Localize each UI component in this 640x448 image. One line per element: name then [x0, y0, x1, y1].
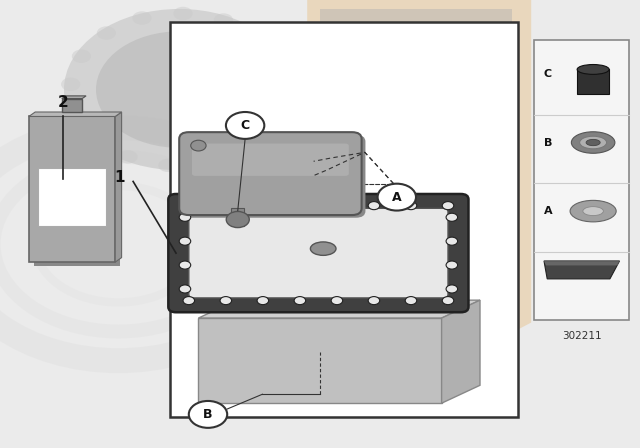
Bar [232, 208, 244, 226]
Bar [534, 40, 629, 320]
Text: B: B [544, 138, 552, 147]
Circle shape [179, 237, 191, 245]
Circle shape [271, 54, 290, 68]
Circle shape [294, 297, 306, 305]
Circle shape [446, 237, 458, 245]
Circle shape [237, 143, 256, 156]
Circle shape [227, 211, 250, 228]
Circle shape [179, 285, 191, 293]
Circle shape [96, 31, 262, 148]
Text: 302211: 302211 [562, 331, 602, 341]
Circle shape [264, 121, 283, 134]
Polygon shape [544, 261, 620, 279]
Polygon shape [544, 261, 620, 265]
Circle shape [72, 49, 91, 63]
Bar [358, 54, 474, 143]
Text: C: C [241, 119, 250, 132]
Polygon shape [442, 300, 480, 403]
Circle shape [442, 202, 454, 210]
FancyBboxPatch shape [189, 208, 448, 298]
Circle shape [331, 297, 342, 305]
Polygon shape [62, 96, 86, 99]
Polygon shape [115, 112, 122, 262]
Circle shape [191, 140, 206, 151]
Circle shape [132, 11, 152, 25]
Circle shape [64, 9, 294, 170]
Circle shape [277, 94, 296, 107]
Circle shape [189, 401, 227, 428]
Text: C: C [544, 69, 552, 79]
Circle shape [248, 30, 267, 43]
Circle shape [118, 150, 138, 164]
Bar [38, 168, 106, 226]
Bar [34, 120, 120, 266]
Circle shape [442, 297, 454, 305]
Ellipse shape [583, 207, 604, 215]
Ellipse shape [580, 136, 607, 149]
Ellipse shape [310, 242, 336, 255]
Circle shape [294, 202, 306, 210]
FancyBboxPatch shape [168, 194, 468, 312]
Bar [577, 69, 609, 94]
Polygon shape [198, 300, 480, 318]
Bar [62, 99, 83, 112]
Text: 2: 2 [58, 95, 68, 110]
Circle shape [179, 261, 191, 269]
Circle shape [278, 83, 298, 96]
Polygon shape [307, 0, 531, 417]
Ellipse shape [570, 200, 616, 222]
Ellipse shape [572, 132, 615, 153]
Polygon shape [29, 112, 122, 116]
Text: A: A [392, 190, 402, 204]
Circle shape [446, 261, 458, 269]
Circle shape [97, 26, 116, 40]
Circle shape [61, 78, 80, 91]
Bar [29, 116, 115, 262]
Circle shape [405, 297, 417, 305]
Ellipse shape [577, 65, 609, 74]
Circle shape [220, 202, 232, 210]
Text: B: B [204, 408, 212, 421]
Circle shape [200, 156, 219, 169]
Circle shape [331, 202, 342, 210]
Text: 1: 1 [115, 170, 125, 185]
Bar [320, 9, 512, 134]
Circle shape [158, 159, 177, 172]
Circle shape [257, 202, 269, 210]
FancyBboxPatch shape [192, 143, 349, 176]
Circle shape [220, 297, 232, 305]
Ellipse shape [586, 139, 600, 146]
Circle shape [446, 285, 458, 293]
Circle shape [257, 297, 269, 305]
FancyBboxPatch shape [183, 135, 365, 218]
Text: A: A [544, 206, 552, 216]
Circle shape [378, 184, 416, 211]
Circle shape [368, 297, 380, 305]
Circle shape [183, 202, 195, 210]
Circle shape [214, 13, 233, 27]
Circle shape [66, 107, 85, 120]
Circle shape [179, 213, 191, 221]
FancyBboxPatch shape [179, 132, 362, 215]
Bar [170, 22, 518, 417]
Circle shape [368, 202, 380, 210]
Circle shape [446, 213, 458, 221]
Polygon shape [198, 318, 442, 403]
Circle shape [183, 297, 195, 305]
Circle shape [86, 132, 106, 145]
Circle shape [173, 7, 193, 20]
Circle shape [405, 202, 417, 210]
Circle shape [226, 112, 264, 139]
